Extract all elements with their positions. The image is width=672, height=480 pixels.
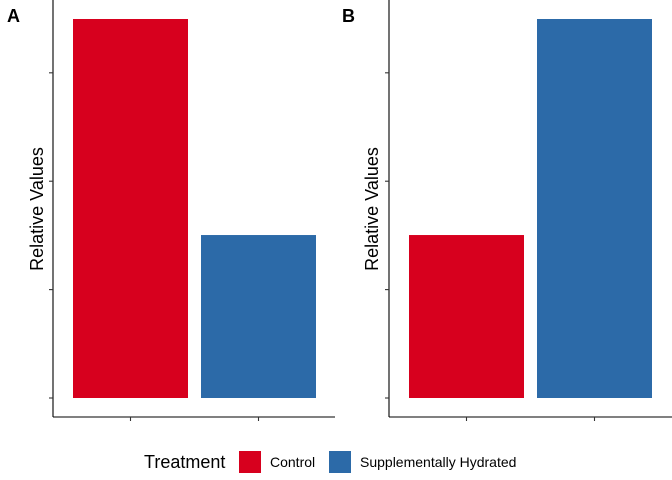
bar-a-supplementally-hydrated bbox=[201, 235, 316, 398]
legend-swatch-control bbox=[239, 451, 261, 473]
panel-label-a: A bbox=[7, 6, 20, 26]
panel-label-b: B bbox=[342, 6, 355, 26]
legend-title: Treatment bbox=[144, 452, 225, 472]
legend-swatch-supplementally-hydrated bbox=[329, 451, 351, 473]
legend-label-supplementally-hydrated: Supplementally Hydrated bbox=[360, 454, 516, 470]
legend: Treatment Control Supplementally Hydrate… bbox=[144, 451, 516, 473]
legend-label-control: Control bbox=[270, 454, 315, 470]
bar-b-supplementally-hydrated bbox=[537, 19, 652, 398]
axes-b bbox=[385, 0, 672, 421]
bars-b bbox=[409, 19, 652, 398]
y-axis-title-b: Relative Values bbox=[362, 147, 382, 271]
y-axis-title-a: Relative Values bbox=[27, 147, 47, 271]
bars-a bbox=[73, 19, 316, 398]
bar-b-control bbox=[409, 235, 524, 398]
panel-a: A Relative Values bbox=[7, 0, 335, 421]
panel-b: B Relative Values bbox=[342, 0, 672, 421]
axes-a bbox=[49, 0, 335, 421]
bar-a-control bbox=[73, 19, 188, 398]
